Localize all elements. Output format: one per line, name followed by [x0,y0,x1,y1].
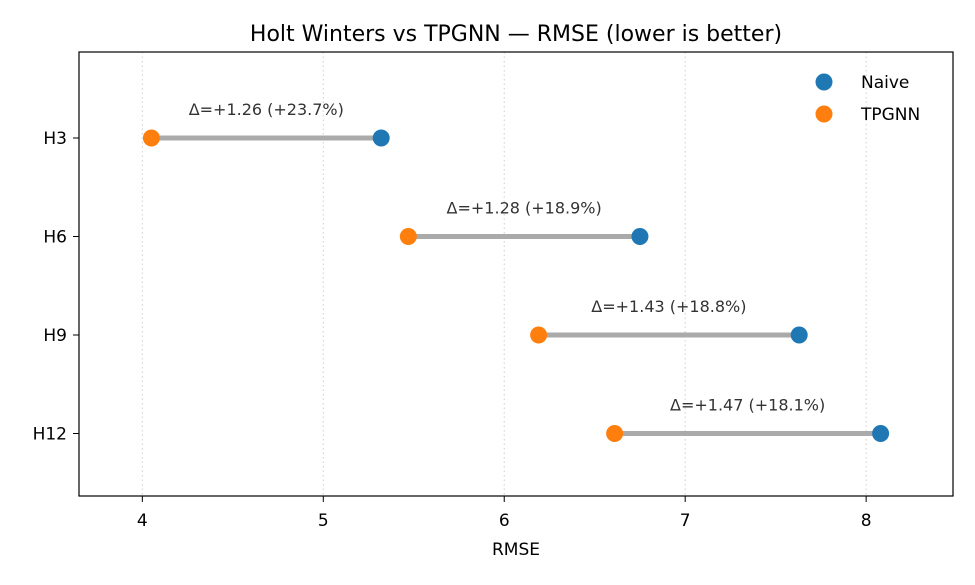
legend-marker-tpgnn [815,105,833,123]
delta-annotation: Δ=+1.28 (+18.9%) [447,199,602,218]
plot-frame [78,51,954,497]
x-axis-label: RMSE [492,540,540,560]
tpgnn-point [606,425,624,442]
delta-annotations: Δ=+1.26 (+23.7%) Δ=+1.28 (+18.9%) Δ=+1.43 … [189,100,826,415]
tpgnn-point [530,326,548,344]
legend-label-naive: Naive [861,73,909,93]
y-tick-label: H12 [33,425,67,445]
x-axis-ticks: 4 5 6 7 8 [137,496,872,531]
y-tick-label: H6 [43,228,67,248]
delta-annotation: Δ=+1.43 (+18.8%) [591,297,746,316]
chart-title: Holt Winters vs TPGNN — RMSE (lower is b… [250,22,782,47]
naive-point [372,129,390,147]
legend-marker-naive [815,73,833,91]
x-gridlines [141,52,867,496]
x-tick-label: 7 [680,511,691,531]
legend-label-tpgnn: TPGNN [860,105,920,125]
dumbbell-connectors [151,135,881,436]
legend: Naive TPGNN [815,73,920,125]
delta-annotation: Δ=+1.47 (+18.1%) [670,396,825,415]
naive-point [872,425,890,442]
tpgnn-point [142,129,160,147]
tpgnn-point [399,228,417,245]
delta-annotation: Δ=+1.26 (+23.7%) [189,100,344,119]
naive-point [790,326,808,344]
x-tick-label: 4 [137,511,148,531]
x-tick-label: 6 [499,511,510,531]
data-points [142,129,890,442]
y-tick-label: H3 [43,129,67,149]
x-tick-label: 5 [318,511,329,531]
y-tick-label: H9 [43,326,67,346]
x-tick-label: 8 [861,511,872,531]
y-axis-ticks: H3 H6 H9 H12 [33,129,79,445]
naive-point [631,228,649,245]
